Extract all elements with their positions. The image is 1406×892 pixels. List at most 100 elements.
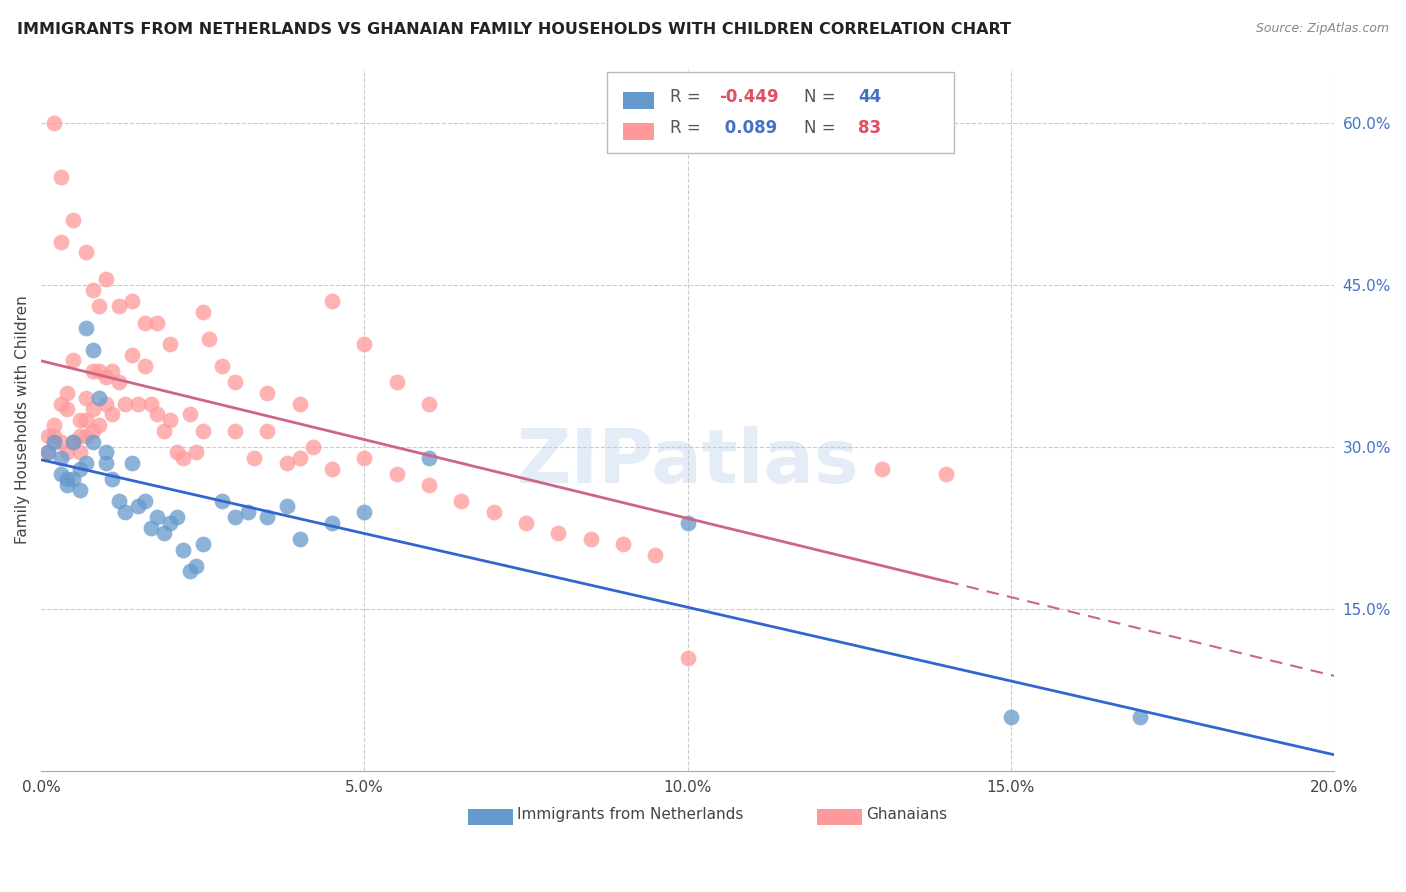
Point — [353, 450, 375, 465]
Point — [353, 505, 375, 519]
Point — [211, 494, 233, 508]
Point — [56, 477, 79, 491]
Point — [191, 424, 214, 438]
Point — [385, 467, 408, 481]
Point — [82, 364, 104, 378]
Point — [107, 494, 129, 508]
Point — [94, 456, 117, 470]
Point — [288, 532, 311, 546]
Point — [418, 477, 440, 491]
Point — [94, 272, 117, 286]
Point — [301, 440, 323, 454]
Point — [172, 450, 194, 465]
Point — [75, 413, 97, 427]
Point — [56, 445, 79, 459]
Point — [191, 537, 214, 551]
Point — [191, 305, 214, 319]
Point — [612, 537, 634, 551]
Point — [89, 418, 111, 433]
Text: 83: 83 — [858, 120, 882, 137]
Point — [418, 450, 440, 465]
Point — [236, 505, 259, 519]
FancyBboxPatch shape — [607, 72, 955, 153]
Point — [166, 510, 188, 524]
Point — [224, 375, 246, 389]
Point — [37, 429, 59, 443]
Point — [385, 375, 408, 389]
Point — [288, 450, 311, 465]
Point — [69, 461, 91, 475]
Point — [94, 397, 117, 411]
Y-axis label: Family Households with Children: Family Households with Children — [15, 295, 30, 544]
Point — [49, 397, 72, 411]
Point — [256, 424, 278, 438]
Point — [288, 397, 311, 411]
Point — [186, 558, 208, 573]
FancyBboxPatch shape — [623, 123, 654, 140]
Point — [114, 505, 136, 519]
Point — [89, 391, 111, 405]
Point — [56, 472, 79, 486]
Point — [1129, 710, 1152, 724]
Point — [146, 316, 169, 330]
Point — [166, 445, 188, 459]
Text: Source: ZipAtlas.com: Source: ZipAtlas.com — [1256, 22, 1389, 36]
Point — [37, 445, 59, 459]
Point — [547, 526, 569, 541]
Point — [42, 418, 65, 433]
Point — [75, 391, 97, 405]
Point — [935, 467, 957, 481]
Point — [82, 283, 104, 297]
Point — [134, 359, 156, 373]
Point — [42, 429, 65, 443]
Point — [69, 483, 91, 498]
Text: ZIPatlas: ZIPatlas — [516, 425, 859, 499]
Point — [276, 500, 298, 514]
Point — [69, 413, 91, 427]
Point — [134, 316, 156, 330]
Text: Immigrants from Netherlands: Immigrants from Netherlands — [517, 807, 744, 822]
Point — [62, 353, 84, 368]
Point — [153, 526, 176, 541]
Point — [211, 359, 233, 373]
Point — [69, 429, 91, 443]
Point — [82, 402, 104, 417]
Point — [159, 516, 181, 530]
Point — [134, 494, 156, 508]
Point — [75, 245, 97, 260]
Point — [82, 343, 104, 357]
Point — [101, 364, 124, 378]
Text: Ghanaians: Ghanaians — [866, 807, 948, 822]
Point — [515, 516, 537, 530]
Text: R =: R = — [669, 120, 706, 137]
Point — [121, 348, 143, 362]
Point — [62, 434, 84, 449]
Point — [1000, 710, 1022, 724]
Point — [49, 450, 72, 465]
Point — [186, 445, 208, 459]
Point — [62, 434, 84, 449]
Point — [321, 516, 343, 530]
Point — [75, 429, 97, 443]
Point — [101, 472, 124, 486]
Point — [82, 424, 104, 438]
Point — [243, 450, 266, 465]
Point — [75, 456, 97, 470]
Point — [62, 472, 84, 486]
Point — [224, 424, 246, 438]
Point — [121, 456, 143, 470]
Text: IMMIGRANTS FROM NETHERLANDS VS GHANAIAN FAMILY HOUSEHOLDS WITH CHILDREN CORRELAT: IMMIGRANTS FROM NETHERLANDS VS GHANAIAN … — [17, 22, 1011, 37]
Point — [42, 115, 65, 129]
Point — [56, 402, 79, 417]
Point — [139, 521, 162, 535]
Point — [146, 510, 169, 524]
Point — [353, 337, 375, 351]
Text: 0.089: 0.089 — [718, 120, 778, 137]
Point — [159, 413, 181, 427]
Point — [42, 434, 65, 449]
Point — [62, 213, 84, 227]
Point — [450, 494, 472, 508]
Text: N =: N = — [804, 120, 841, 137]
Point — [121, 293, 143, 308]
Text: R =: R = — [669, 87, 706, 105]
